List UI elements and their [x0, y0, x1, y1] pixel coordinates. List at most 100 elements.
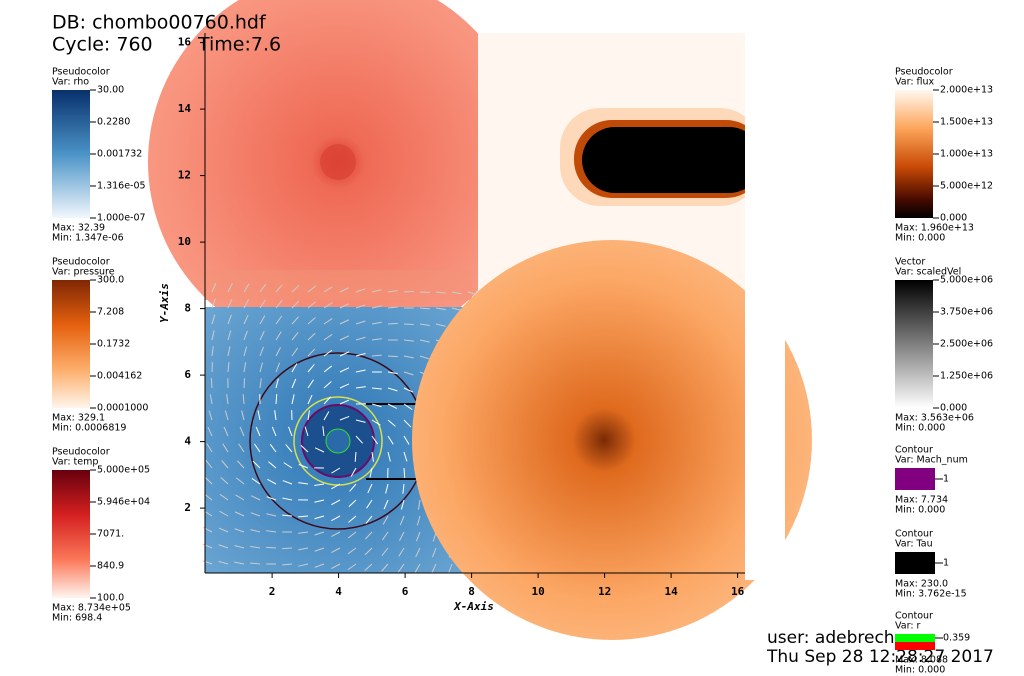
- vector-arrow: [364, 547, 373, 556]
- vector-arrow: [259, 299, 266, 309]
- plot-area: [148, 0, 812, 640]
- flux-shadow: [582, 127, 762, 193]
- colorbar-label: 5.000e+05: [97, 465, 150, 476]
- legend-var: Var: flux: [895, 77, 935, 88]
- colorbar-label: 0.2280: [97, 117, 130, 128]
- colorbar-label: 0.0001000: [97, 403, 148, 414]
- vector-arrow: [323, 396, 332, 405]
- legend-plot: Contour: [895, 611, 933, 622]
- colorbar-label: 2.000e+13: [940, 85, 993, 96]
- vector-arrow: [314, 447, 325, 453]
- colorbar-label: 1.000e-07: [97, 213, 146, 224]
- vector-arrow: [275, 284, 283, 293]
- vector-arrow: [208, 410, 213, 421]
- vector-arrow: [254, 443, 261, 453]
- vector-arrow: [307, 317, 316, 325]
- vector-arrow: [387, 306, 398, 309]
- vector-arrow: [371, 451, 374, 462]
- vector-arrow: [403, 435, 410, 445]
- vector-arrow: [400, 499, 405, 510]
- colorbar-label: 7.208: [97, 307, 124, 318]
- vector-arrow: [282, 514, 293, 517]
- vector-arrow: [355, 369, 366, 373]
- colorbar-label: 1.250e+06: [940, 371, 993, 382]
- legend-plot: Pseudocolor: [52, 447, 110, 458]
- vector-arrow: [211, 314, 216, 325]
- vector-arrow: [243, 299, 250, 309]
- x-tick-label: 4: [335, 585, 342, 598]
- vector-arrow: [211, 330, 215, 341]
- vector-arrow: [259, 378, 262, 389]
- vector-arrow: [250, 495, 261, 501]
- x-tick-label: 14: [664, 585, 678, 598]
- vector-arrow: [435, 291, 446, 294]
- legend-min: Min: 0.0006819: [52, 423, 126, 434]
- vector-arrow: [252, 460, 261, 469]
- y-tick-label: 10: [178, 235, 191, 248]
- vector-arrow: [227, 330, 232, 341]
- vector-arrow: [304, 426, 309, 437]
- legend-max: Max: 329.1: [52, 413, 105, 424]
- vector-arrow: [275, 362, 281, 373]
- x-tick-label: 2: [269, 585, 276, 598]
- vector-arrow: [314, 483, 325, 486]
- vector-arrow: [243, 346, 248, 357]
- x-tick-label: 10: [531, 585, 544, 598]
- rho-edge: [205, 270, 472, 300]
- colorbar-label: 0.000: [940, 213, 967, 224]
- vector-arrow: [323, 411, 330, 421]
- y-tick-label: 8: [184, 302, 191, 315]
- vector-arrow: [371, 387, 382, 390]
- colorbar-label: 1.500e+13: [940, 117, 993, 128]
- vector-arrow: [298, 482, 309, 485]
- vector-arrow: [283, 462, 293, 469]
- vector-arrow: [242, 394, 245, 405]
- vector-arrow: [307, 364, 315, 373]
- vector-arrow: [323, 381, 332, 389]
- vector-arrow: [323, 334, 333, 341]
- vector-arrow: [234, 545, 245, 549]
- vector-arrow: [259, 330, 265, 341]
- contour-swatch: [895, 634, 935, 642]
- vector-arrow: [291, 332, 299, 341]
- contour-label: 0.359: [943, 633, 970, 644]
- vector-arrow: [219, 510, 229, 517]
- vector-arrow: [355, 386, 366, 389]
- legend-plot: Contour: [895, 445, 933, 456]
- vector-arrow: [210, 378, 213, 389]
- vector-arrow: [275, 394, 278, 405]
- vector-arrow: [298, 531, 309, 534]
- vector-arrow: [364, 563, 373, 571]
- y-tick-label: 6: [184, 368, 191, 381]
- vector-arrow: [339, 367, 350, 373]
- vector-arrow: [398, 547, 405, 557]
- vector-arrow: [339, 351, 350, 357]
- legend-min: Min: 0.000: [895, 233, 945, 244]
- vector-arrow: [323, 365, 333, 373]
- legend-max: Max: 3.563e+06: [895, 413, 974, 424]
- vector-arrow: [202, 560, 213, 565]
- legend-min: Min: 0.000: [895, 505, 945, 516]
- vector-arrow: [282, 563, 293, 566]
- vector-arrow: [266, 546, 277, 549]
- colorbar: [52, 470, 90, 598]
- user: user: adebrech: [767, 628, 895, 648]
- vector-arrow: [387, 355, 398, 358]
- vector-arrow: [266, 496, 277, 501]
- legend-min: Min: 3.762e-15: [895, 589, 967, 600]
- vector-arrow: [238, 443, 245, 453]
- vector-arrow: [419, 323, 430, 326]
- vector-arrow: [451, 307, 462, 311]
- vector-arrow: [415, 547, 421, 558]
- colorbar: [52, 280, 90, 408]
- vector-arrow: [300, 444, 309, 453]
- vector-arrow: [419, 339, 430, 343]
- colorbar: [52, 90, 90, 218]
- time: Time:7.6: [197, 34, 281, 56]
- contour-label: 1: [943, 558, 949, 569]
- vector-arrow: [371, 305, 382, 309]
- vector-arrow: [348, 515, 357, 523]
- vector-arrow: [205, 460, 213, 469]
- vector-arrow: [285, 444, 293, 453]
- vector-arrow: [219, 493, 229, 501]
